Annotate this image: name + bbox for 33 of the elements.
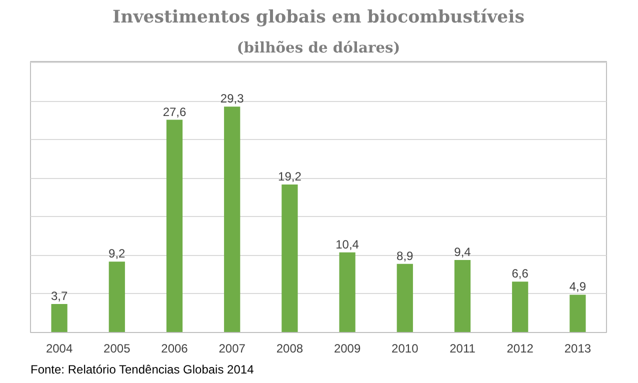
x-tick-label: 2007 — [218, 342, 246, 356]
bar — [512, 282, 528, 332]
data-label: 4,9 — [569, 280, 586, 294]
bar — [166, 120, 183, 332]
bar — [51, 304, 68, 332]
source-note: Fonte: Relatório Tendências Globais 2014 — [30, 362, 254, 376]
x-tick-label: 2010 — [392, 342, 419, 356]
chart-subtitle: (bilhões de dólares) — [236, 40, 400, 56]
x-tick-label: 2012 — [506, 342, 534, 356]
x-tick-label: 2011 — [450, 342, 476, 356]
bar — [454, 260, 471, 332]
x-tick-label: 2009 — [334, 342, 361, 356]
x-tick-label: 2013 — [564, 342, 592, 356]
data-label: 9,4 — [454, 245, 472, 260]
data-label: 3,7 — [50, 288, 68, 303]
chart-title: Investimentos globais em biocombustíveis — [112, 8, 525, 28]
x-tick-label: 2004 — [46, 342, 73, 356]
data-label: 9,2 — [108, 246, 126, 261]
data-label: 6,6 — [512, 266, 529, 281]
bar — [396, 264, 413, 332]
data-label: 8,9 — [396, 248, 414, 263]
data-label: 19,2 — [278, 170, 302, 184]
x-tick-label: 2006 — [161, 342, 188, 356]
bar — [570, 294, 586, 332]
x-tick-label: 2008 — [276, 342, 304, 356]
data-label: 29,3 — [220, 92, 244, 106]
data-label: 27,6 — [162, 104, 187, 119]
bar — [224, 106, 240, 332]
bar — [108, 262, 125, 332]
data-label: 10,4 — [336, 237, 360, 252]
bar — [282, 184, 298, 332]
x-tick-label: 2005 — [104, 342, 131, 356]
bar — [339, 252, 356, 332]
